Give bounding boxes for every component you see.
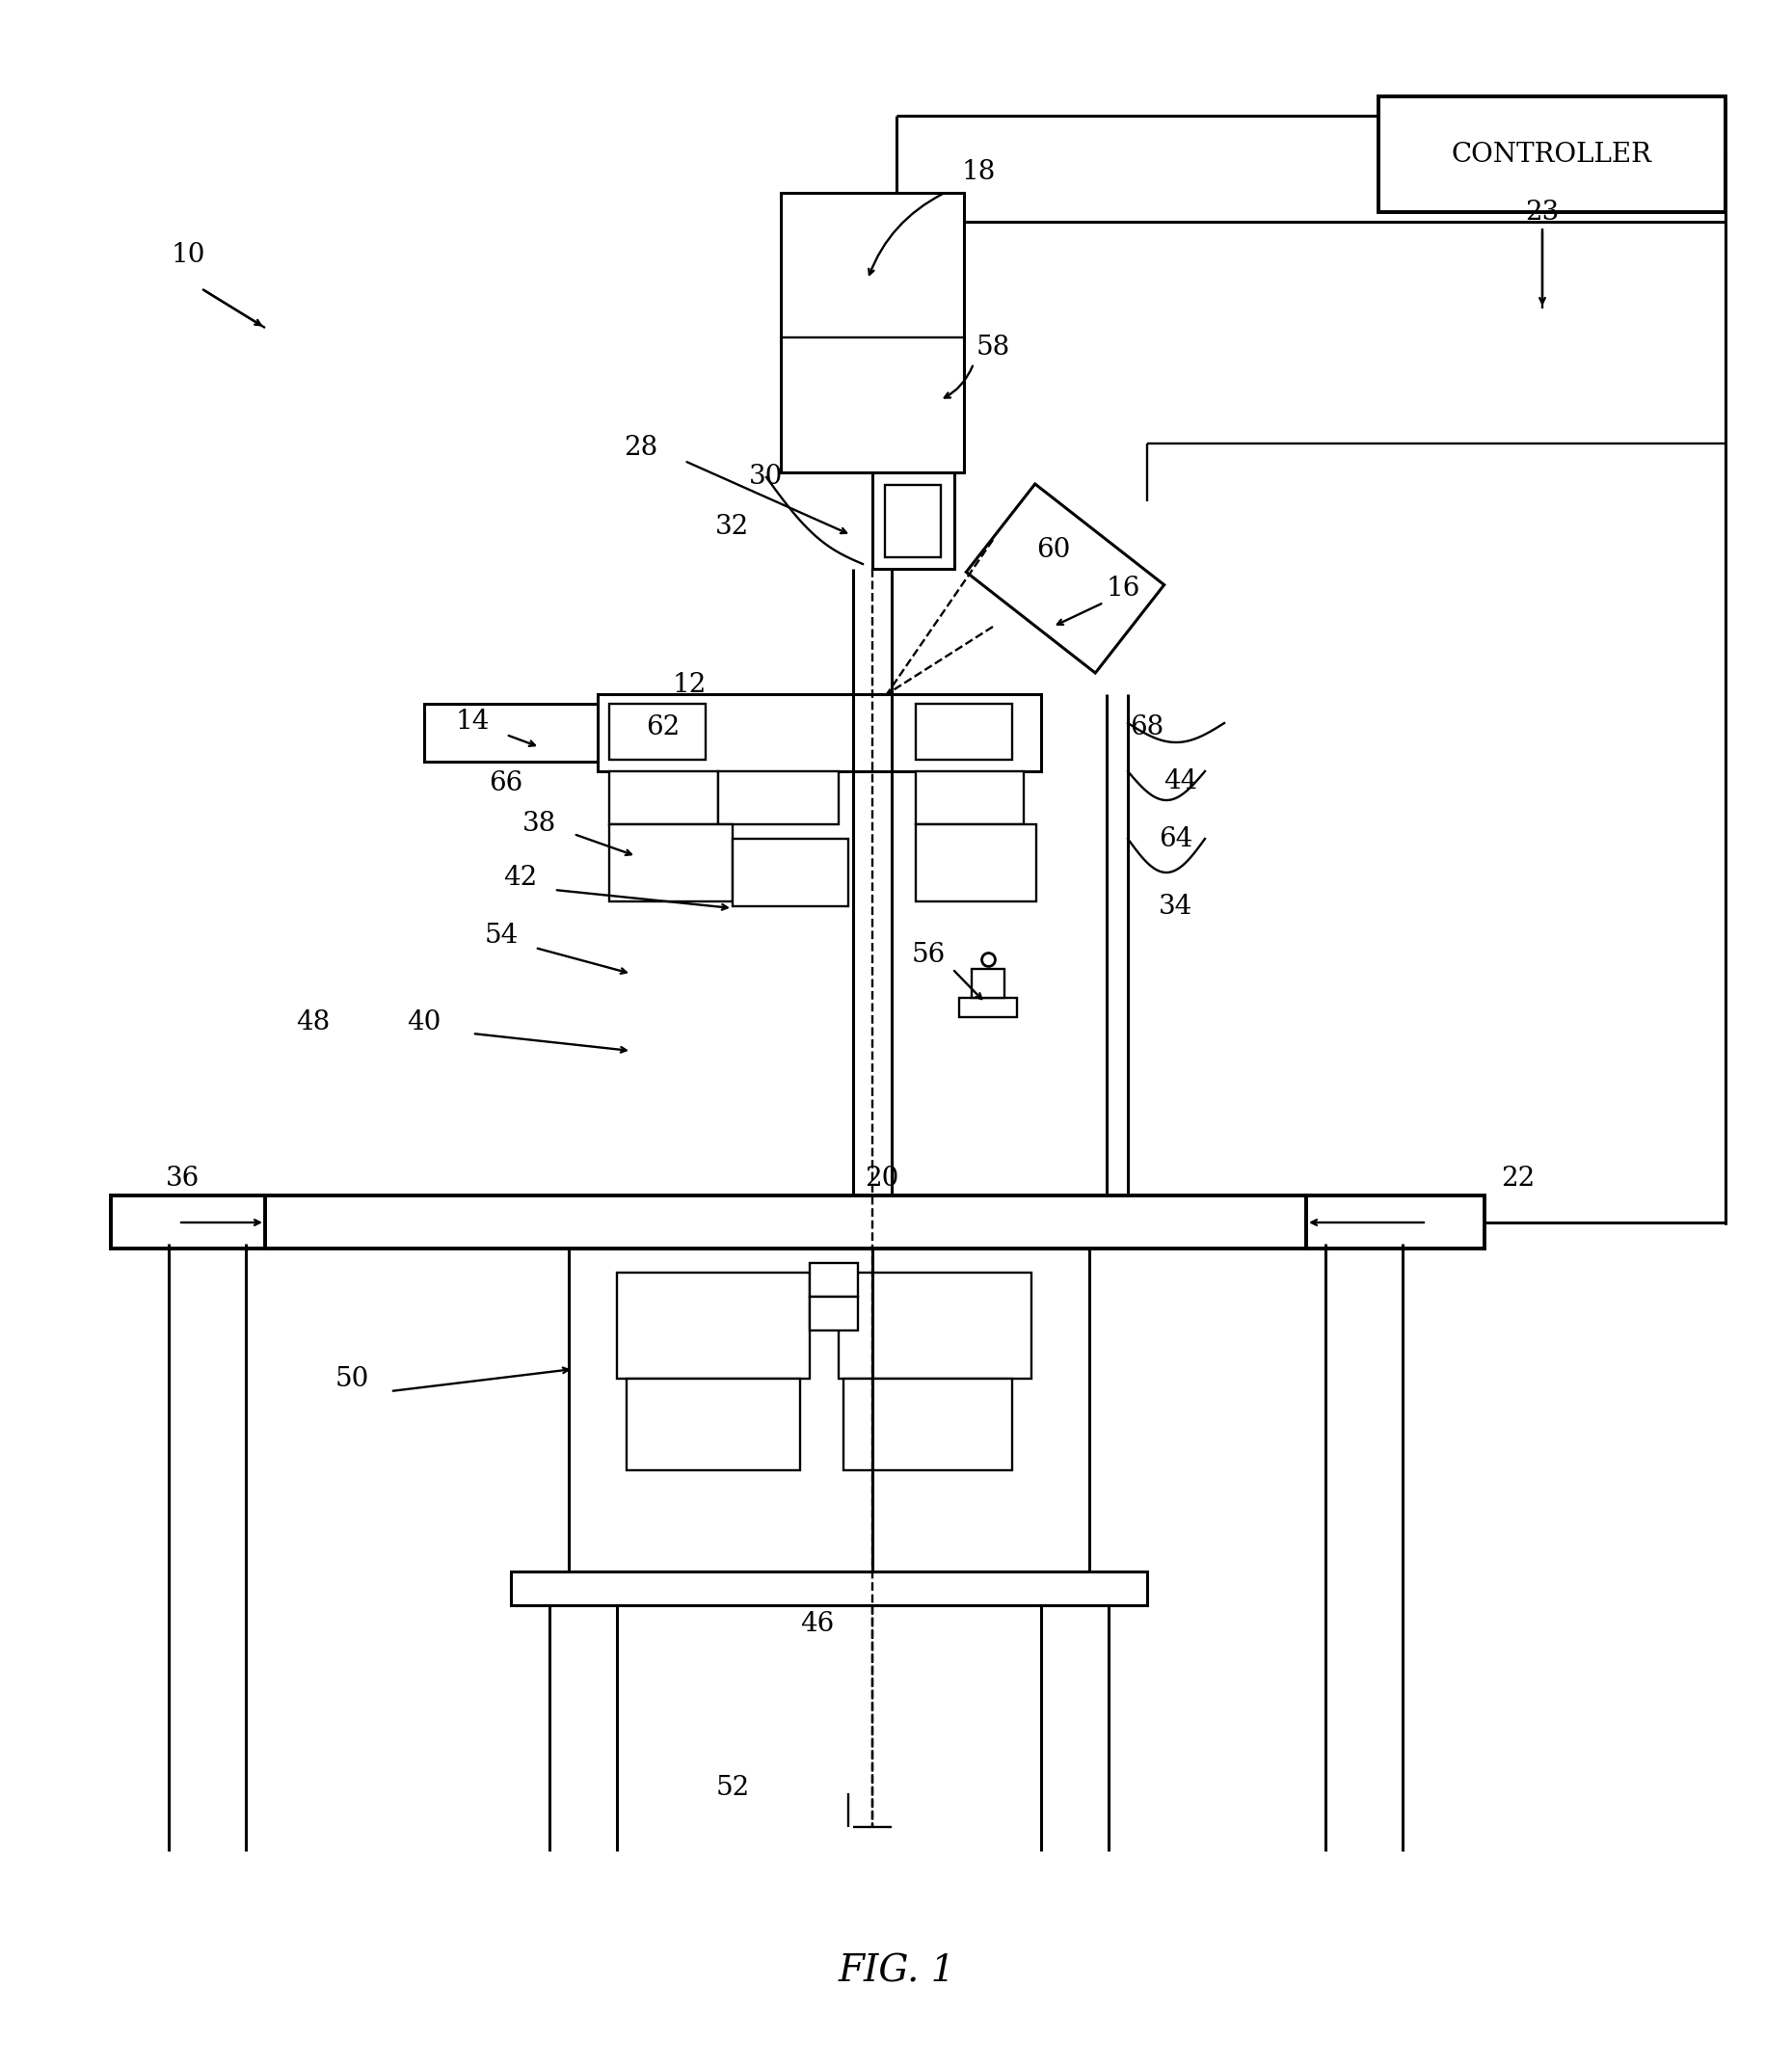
Text: 56: 56 xyxy=(912,941,946,968)
Bar xyxy=(810,1264,858,1297)
Text: 50: 50 xyxy=(335,1365,369,1392)
Text: 58: 58 xyxy=(977,335,1011,360)
Text: 30: 30 xyxy=(749,463,783,490)
Bar xyxy=(1378,97,1726,213)
Text: 64: 64 xyxy=(1159,825,1193,852)
Text: 28: 28 xyxy=(624,434,658,461)
Bar xyxy=(873,472,955,569)
Text: 68: 68 xyxy=(1131,716,1165,740)
Text: 52: 52 xyxy=(715,1776,749,1801)
Bar xyxy=(599,695,1041,771)
Text: 16: 16 xyxy=(1106,575,1140,602)
Bar xyxy=(810,1297,858,1330)
Bar xyxy=(568,1249,1090,1572)
Text: 46: 46 xyxy=(801,1611,835,1638)
Bar xyxy=(916,771,1023,825)
Text: 12: 12 xyxy=(672,672,706,697)
Bar xyxy=(609,703,706,759)
Text: 18: 18 xyxy=(961,159,996,184)
Text: 34: 34 xyxy=(1159,893,1193,920)
Bar xyxy=(265,1195,1306,1249)
Bar xyxy=(111,1195,265,1249)
Bar xyxy=(916,825,1036,902)
Bar xyxy=(781,192,964,472)
Text: FIG. 1: FIG. 1 xyxy=(839,1954,955,1989)
Text: 36: 36 xyxy=(167,1164,201,1191)
Text: 22: 22 xyxy=(1502,1164,1536,1191)
Bar xyxy=(609,825,733,902)
Text: 44: 44 xyxy=(1163,767,1197,794)
Bar xyxy=(425,703,599,761)
Text: 14: 14 xyxy=(455,707,489,734)
Bar xyxy=(616,1272,810,1379)
Text: 10: 10 xyxy=(170,242,204,269)
Text: 38: 38 xyxy=(523,811,557,838)
Text: 23: 23 xyxy=(1525,199,1559,225)
Text: 54: 54 xyxy=(484,922,518,949)
Bar xyxy=(1306,1195,1484,1249)
Bar xyxy=(609,771,719,825)
Bar xyxy=(719,771,839,825)
Bar xyxy=(916,703,1012,759)
Bar xyxy=(885,484,941,556)
Bar xyxy=(733,840,848,906)
Text: 32: 32 xyxy=(715,515,749,540)
Bar xyxy=(844,1379,1012,1470)
Bar xyxy=(839,1272,1032,1379)
Text: 48: 48 xyxy=(296,1009,330,1034)
Bar xyxy=(959,999,1018,1017)
Text: CONTROLLER: CONTROLLER xyxy=(1452,141,1652,168)
Text: 60: 60 xyxy=(1036,536,1070,562)
Bar xyxy=(971,970,1005,999)
Bar xyxy=(627,1379,799,1470)
Bar xyxy=(511,1572,1147,1605)
Text: 66: 66 xyxy=(489,769,523,796)
Text: 42: 42 xyxy=(504,864,538,891)
Text: 40: 40 xyxy=(407,1009,441,1034)
Text: 20: 20 xyxy=(866,1164,900,1191)
Text: 62: 62 xyxy=(647,716,681,740)
